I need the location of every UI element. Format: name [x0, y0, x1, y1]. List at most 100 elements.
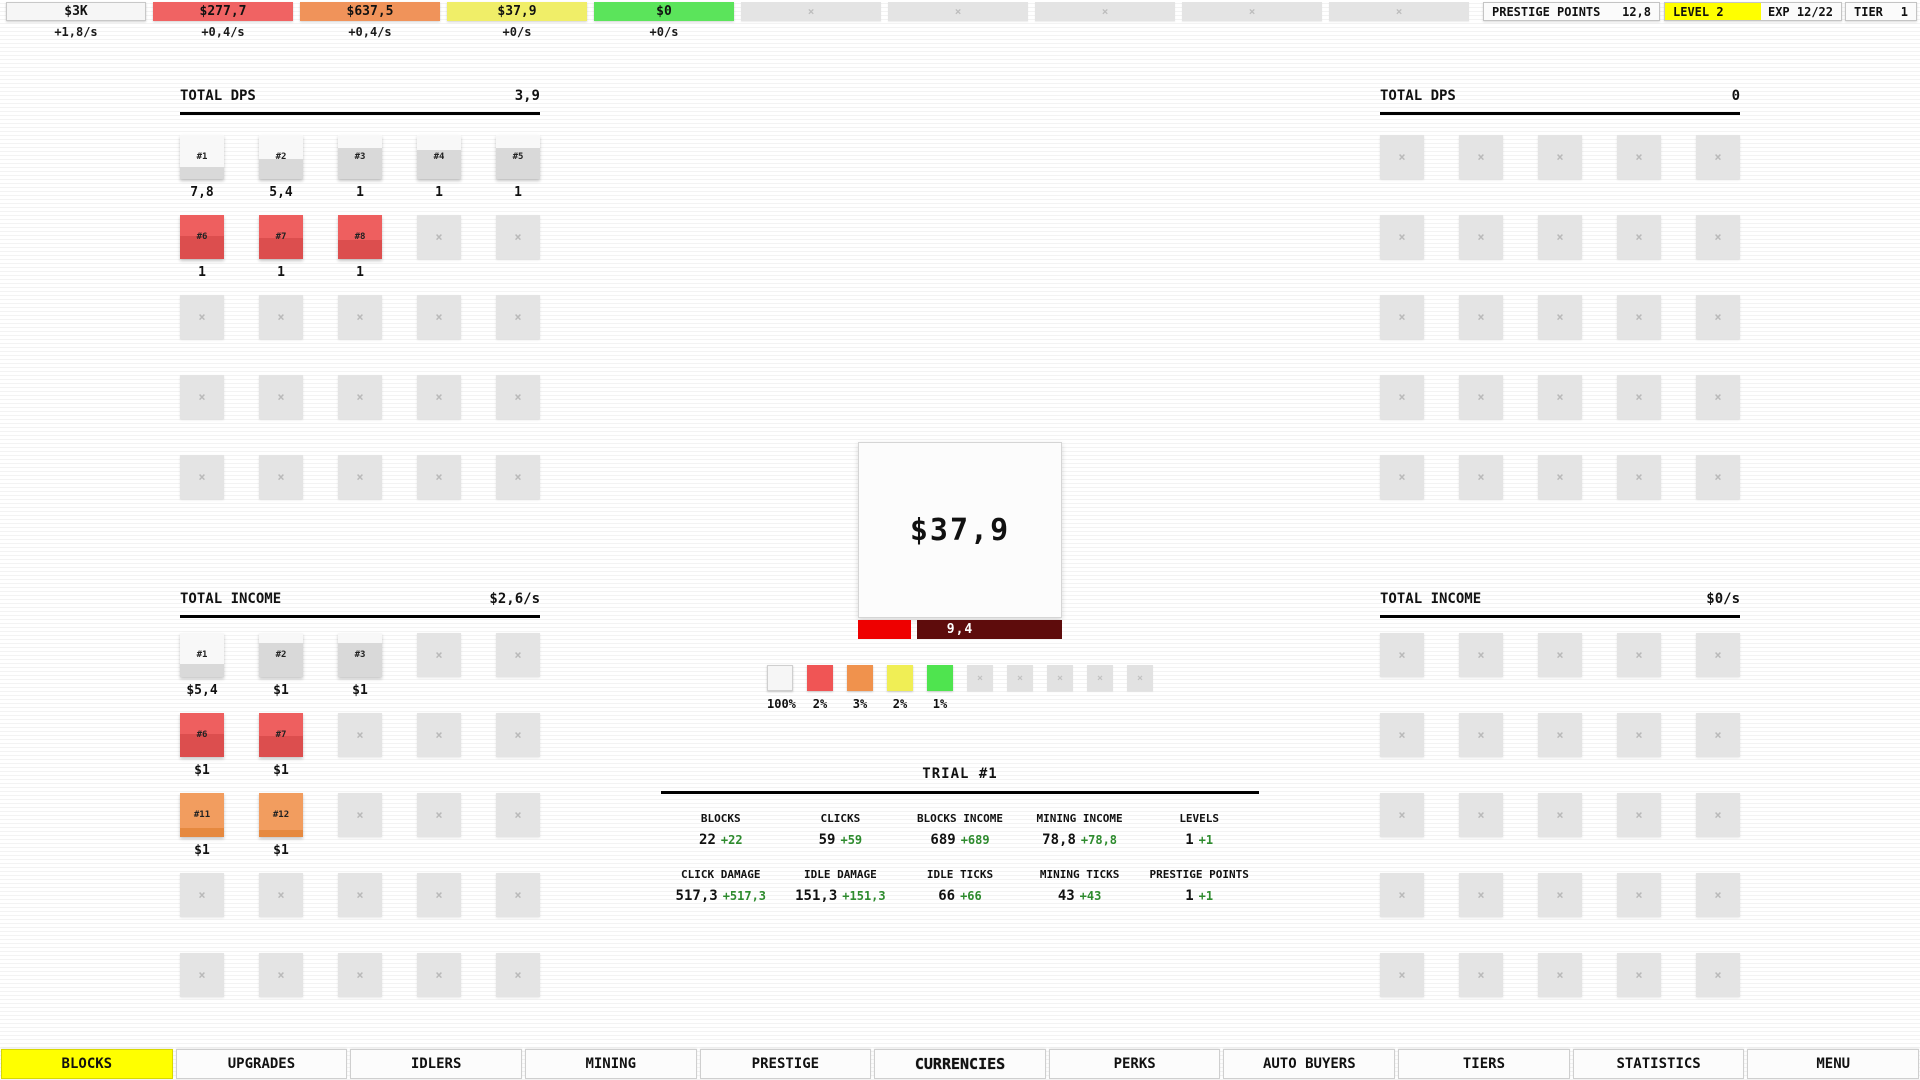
locked-block[interactable]: × [1538, 873, 1582, 917]
locked-block[interactable]: × [1380, 633, 1424, 677]
tab-mining[interactable]: MINING [524, 1049, 697, 1079]
game-block[interactable]: #8 [338, 215, 382, 259]
locked-block[interactable]: × [1459, 135, 1503, 179]
locked-block[interactable]: × [1538, 713, 1582, 757]
locked-block[interactable]: × [1696, 633, 1740, 677]
locked-block[interactable]: × [259, 953, 303, 997]
locked-block[interactable]: × [1538, 455, 1582, 499]
locked-block[interactable]: × [1617, 215, 1661, 259]
locked-block[interactable]: × [180, 455, 224, 499]
locked-block[interactable]: × [1617, 455, 1661, 499]
locked-block[interactable]: × [1459, 633, 1503, 677]
locked-block[interactable]: × [417, 215, 461, 259]
game-block[interactable]: #2 [259, 633, 303, 677]
locked-block[interactable]: × [1696, 455, 1740, 499]
locked-block[interactable]: × [338, 295, 382, 339]
game-block[interactable]: #1 [180, 633, 224, 677]
locked-block[interactable]: × [1538, 953, 1582, 997]
locked-block[interactable]: × [1617, 295, 1661, 339]
tab-tiers[interactable]: TIERS [1398, 1049, 1570, 1079]
locked-block[interactable]: × [259, 295, 303, 339]
locked-block[interactable]: × [1380, 713, 1424, 757]
locked-block[interactable]: × [1617, 953, 1661, 997]
game-block[interactable]: #3 [338, 633, 382, 677]
locked-block[interactable]: × [338, 375, 382, 419]
locked-block[interactable]: × [496, 713, 540, 757]
game-block[interactable]: #4 [417, 135, 461, 179]
locked-block[interactable]: × [1459, 215, 1503, 259]
locked-swatch-x-icon[interactable]: × [1007, 665, 1033, 691]
locked-block[interactable]: × [496, 215, 540, 259]
locked-block[interactable]: × [496, 295, 540, 339]
locked-block[interactable]: × [1696, 375, 1740, 419]
locked-block[interactable]: × [180, 873, 224, 917]
tab-currencies[interactable]: CURRENCIES [874, 1049, 1046, 1079]
game-block[interactable]: #2 [259, 135, 303, 179]
locked-swatch-x-icon[interactable]: × [967, 665, 993, 691]
locked-block[interactable]: × [1459, 793, 1503, 837]
locked-block[interactable]: × [1696, 215, 1740, 259]
main-clickable-block[interactable]: $37,9 [858, 442, 1062, 618]
locked-block[interactable]: × [338, 713, 382, 757]
tab-perks[interactable]: PERKS [1048, 1049, 1221, 1079]
locked-block[interactable]: × [1538, 793, 1582, 837]
tab-prestige[interactable]: PRESTIGE [699, 1049, 872, 1079]
locked-block[interactable]: × [338, 873, 382, 917]
locked-block[interactable]: × [259, 873, 303, 917]
locked-block[interactable]: × [1380, 953, 1424, 997]
locked-block[interactable]: × [259, 375, 303, 419]
locked-block[interactable]: × [417, 455, 461, 499]
locked-block[interactable]: × [1380, 455, 1424, 499]
game-block[interactable]: #11 [180, 793, 224, 837]
locked-swatch-x-icon[interactable]: × [1127, 665, 1153, 691]
locked-swatch-x-icon[interactable]: × [1047, 665, 1073, 691]
locked-block[interactable]: × [417, 633, 461, 677]
locked-block[interactable]: × [496, 455, 540, 499]
game-block[interactable]: #1 [180, 135, 224, 179]
locked-block[interactable]: × [1459, 713, 1503, 757]
tab-auto-buyers[interactable]: AUTO BUYERS [1223, 1049, 1396, 1079]
locked-block[interactable]: × [1380, 793, 1424, 837]
locked-block[interactable]: × [338, 953, 382, 997]
locked-block[interactable]: × [417, 375, 461, 419]
game-block[interactable]: #7 [259, 215, 303, 259]
tab-menu[interactable]: MENU [1747, 1049, 1920, 1079]
tab-blocks[interactable]: BLOCKS [1, 1049, 173, 1079]
locked-block[interactable]: × [1380, 135, 1424, 179]
locked-block[interactable]: × [417, 953, 461, 997]
locked-block[interactable]: × [180, 295, 224, 339]
game-block[interactable]: #6 [180, 713, 224, 757]
locked-block[interactable]: × [496, 633, 540, 677]
locked-block[interactable]: × [1617, 713, 1661, 757]
locked-block[interactable]: × [496, 793, 540, 837]
locked-block[interactable]: × [1380, 295, 1424, 339]
locked-block[interactable]: × [417, 295, 461, 339]
locked-block[interactable]: × [1459, 873, 1503, 917]
locked-block[interactable]: × [1617, 793, 1661, 837]
locked-block[interactable]: × [1459, 295, 1503, 339]
locked-block[interactable]: × [180, 953, 224, 997]
game-block[interactable]: #7 [259, 713, 303, 757]
locked-block[interactable]: × [496, 953, 540, 997]
locked-block[interactable]: × [338, 793, 382, 837]
locked-block[interactable]: × [1696, 953, 1740, 997]
locked-block[interactable]: × [417, 793, 461, 837]
game-block[interactable]: #5 [496, 135, 540, 179]
locked-swatch-x-icon[interactable]: × [1087, 665, 1113, 691]
locked-block[interactable]: × [1538, 215, 1582, 259]
locked-block[interactable]: × [1538, 375, 1582, 419]
locked-block[interactable]: × [180, 375, 224, 419]
locked-block[interactable]: × [1459, 953, 1503, 997]
locked-block[interactable]: × [417, 713, 461, 757]
locked-block[interactable]: × [496, 873, 540, 917]
locked-block[interactable]: × [259, 455, 303, 499]
locked-block[interactable]: × [1696, 873, 1740, 917]
locked-block[interactable]: × [1538, 295, 1582, 339]
locked-block[interactable]: × [1380, 375, 1424, 419]
tab-idlers[interactable]: IDLERS [350, 1049, 522, 1079]
locked-block[interactable]: × [1617, 873, 1661, 917]
locked-block[interactable]: × [1459, 455, 1503, 499]
locked-block[interactable]: × [1696, 135, 1740, 179]
locked-block[interactable]: × [1617, 375, 1661, 419]
locked-block[interactable]: × [1380, 873, 1424, 917]
